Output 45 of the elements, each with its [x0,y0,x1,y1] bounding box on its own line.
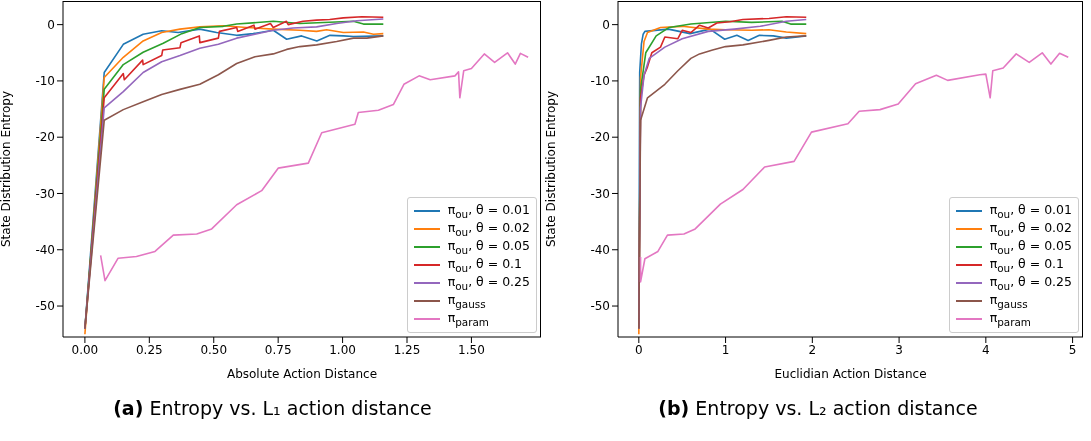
x-tick-label: 1.00 [329,342,356,357]
y-tick-label: -10 [590,74,610,89]
x-tick-label: 0.25 [135,342,163,357]
x-tick-label: 0.50 [200,342,228,357]
legend-label: π$_{ou}$, θ = 0.25 [989,274,1072,292]
y-tick-label: -40 [590,243,610,258]
legend-label: π$_{ou}$, θ = 0.02 [989,220,1072,238]
legend-label: π$_{param}$ [447,310,489,328]
y-tick-label: -30 [590,186,610,201]
x-axis-title: Absolute Action Distance [226,367,378,381]
x-tick-label: 5 [1068,342,1077,357]
legend-label: π$_{ou}$, θ = 0.25 [447,274,530,292]
x-tick-label: 3 [895,342,903,357]
y-tick-label: -30 [35,186,55,201]
legend-label: π$_{ou}$, θ = 0.02 [447,220,530,238]
legend-label: π$_{ou}$, θ = 0.1 [989,256,1065,274]
y-tick-label: -20 [590,130,610,145]
x-tick-label: 1.50 [458,342,485,357]
legend-label: π$_{ou}$, θ = 0.05 [989,238,1072,256]
y-tick-label: -50 [590,299,610,314]
legend-label: π$_{gauss}$ [447,292,486,310]
legend-label: π$_{gauss}$ [989,292,1028,310]
y-axis-title: State Distribution Entropy [0,90,14,248]
x-axis-title: Euclidian Action Distance [774,367,927,381]
legend-label: π$_{param}$ [989,310,1031,328]
x-tick-label: 1 [721,342,730,357]
legend-label: π$_{ou}$, θ = 0.01 [447,202,530,220]
x-tick-label: 0.75 [264,342,292,357]
legend-label: π$_{ou}$, θ = 0.05 [447,238,530,256]
x-tick-label: 0.00 [71,342,99,357]
y-tick-label: -10 [35,74,55,89]
y-tick-label: -50 [35,299,55,314]
y-tick-label: 0 [602,17,610,32]
x-tick-label: 0 [635,342,643,357]
y-tick-label: -40 [35,243,55,258]
legend-label: π$_{ou}$, θ = 0.1 [447,256,523,274]
y-tick-label: 0 [47,17,55,32]
y-tick-label: -20 [35,130,55,145]
x-tick-label: 4 [982,342,990,357]
y-axis-title: State Distribution Entropy [544,90,559,248]
legend-label: π$_{ou}$, θ = 0.01 [989,202,1072,220]
text: (b) Entropy vs. L₂ action distance [657,397,979,419]
x-tick-label: 1.25 [393,342,421,357]
x-tick-label: 2 [808,342,817,357]
text: (a) Entropy vs. L₁ action distance [112,397,433,419]
